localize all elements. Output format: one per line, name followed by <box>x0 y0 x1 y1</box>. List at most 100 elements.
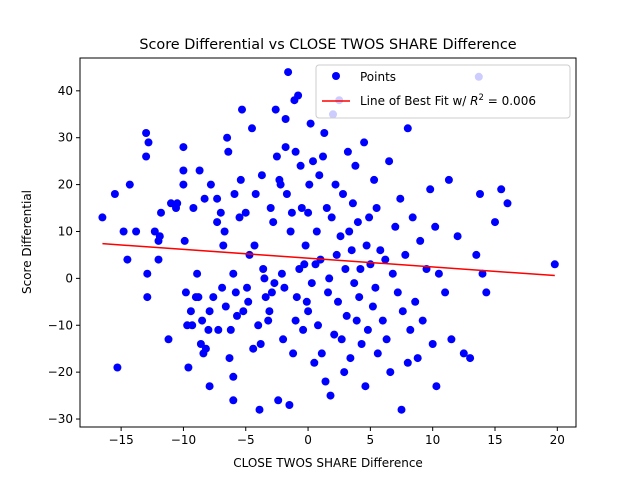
data-point <box>196 340 205 348</box>
data-point <box>295 265 304 273</box>
data-point <box>221 302 230 311</box>
data-point <box>441 288 450 297</box>
data-point <box>233 311 241 320</box>
data-point <box>243 283 251 292</box>
data-point <box>356 265 365 273</box>
data-point <box>142 129 151 137</box>
data-point <box>266 204 275 212</box>
data-point <box>218 283 227 292</box>
x-tick-label: −15 <box>108 433 133 447</box>
data-point <box>302 297 311 306</box>
data-point <box>385 157 394 166</box>
x-axis-label: CLOSE TWOS SHARE Difference <box>233 456 423 470</box>
data-point <box>431 222 440 231</box>
data-point <box>381 255 390 264</box>
data-point <box>334 297 342 306</box>
data-point <box>272 152 281 161</box>
data-point <box>154 255 163 264</box>
data-point <box>299 325 308 334</box>
data-point <box>416 236 425 245</box>
legend-label-fit-line: Line of Best Fit w/ R2 = 0.006 <box>360 93 536 108</box>
data-point <box>110 190 119 198</box>
data-point <box>284 68 293 77</box>
data-point <box>123 255 132 264</box>
data-point <box>330 330 339 339</box>
data-point <box>340 368 349 377</box>
data-point <box>345 227 354 236</box>
y-tick-label: −30 <box>48 412 73 426</box>
data-point <box>491 218 499 227</box>
legend-label-points: Points <box>360 70 396 84</box>
y-tick-label: 20 <box>58 178 73 192</box>
data-point <box>271 105 280 114</box>
data-point <box>179 143 188 152</box>
data-point <box>413 354 422 363</box>
data-point <box>254 321 263 330</box>
data-point <box>230 190 239 198</box>
data-point <box>213 194 222 203</box>
y-axis-label: Score Differential <box>20 190 34 294</box>
data-point <box>372 204 381 212</box>
data-point <box>285 401 294 409</box>
data-point <box>193 269 202 278</box>
data-point <box>264 316 273 325</box>
data-point <box>229 269 238 278</box>
data-point <box>297 204 306 212</box>
data-point <box>259 265 268 273</box>
data-point <box>324 288 332 297</box>
data-point <box>497 185 506 194</box>
legend: Points Line of Best Fit w/ R2 = 0.006 <box>315 64 571 119</box>
data-point <box>305 180 314 189</box>
data-point <box>444 175 453 184</box>
x-tick-label: −5 <box>237 433 255 447</box>
data-point <box>194 293 203 302</box>
data-point <box>195 166 204 175</box>
data-point <box>173 199 182 208</box>
data-point <box>342 311 351 320</box>
data-point <box>113 363 122 372</box>
data-point <box>204 325 213 334</box>
legend-box <box>315 64 571 119</box>
data-point <box>466 354 475 363</box>
data-point <box>386 368 395 377</box>
data-point <box>301 241 310 250</box>
data-point <box>322 204 331 212</box>
data-point <box>277 269 286 278</box>
data-point <box>317 349 326 358</box>
x-tick-label: 20 <box>550 433 565 447</box>
data-point <box>306 119 315 128</box>
data-point <box>325 274 334 283</box>
data-point <box>289 349 298 358</box>
data-point <box>143 269 152 278</box>
data-point <box>352 316 361 325</box>
data-point <box>472 250 481 259</box>
data-point <box>388 269 397 278</box>
data-point <box>256 340 265 348</box>
data-point <box>201 344 210 353</box>
data-point <box>261 293 270 302</box>
data-point <box>343 147 352 156</box>
y-tick-label: −10 <box>48 318 73 332</box>
data-point <box>265 307 274 316</box>
data-point <box>326 391 335 400</box>
data-point <box>341 265 350 273</box>
data-point <box>319 152 327 161</box>
data-point <box>164 335 173 344</box>
data-point <box>418 316 427 325</box>
data-point <box>280 283 289 292</box>
data-point <box>179 180 188 189</box>
data-point <box>361 382 370 391</box>
data-point <box>205 307 214 316</box>
data-point <box>370 175 379 184</box>
x-tick-label: 10 <box>425 433 440 447</box>
data-point <box>125 180 134 189</box>
data-point <box>220 227 229 236</box>
data-point <box>347 246 356 255</box>
data-point <box>447 335 456 344</box>
data-point <box>337 335 346 344</box>
data-point <box>353 218 362 227</box>
data-point <box>312 227 321 236</box>
data-point <box>144 138 153 147</box>
fit-line <box>102 242 555 277</box>
